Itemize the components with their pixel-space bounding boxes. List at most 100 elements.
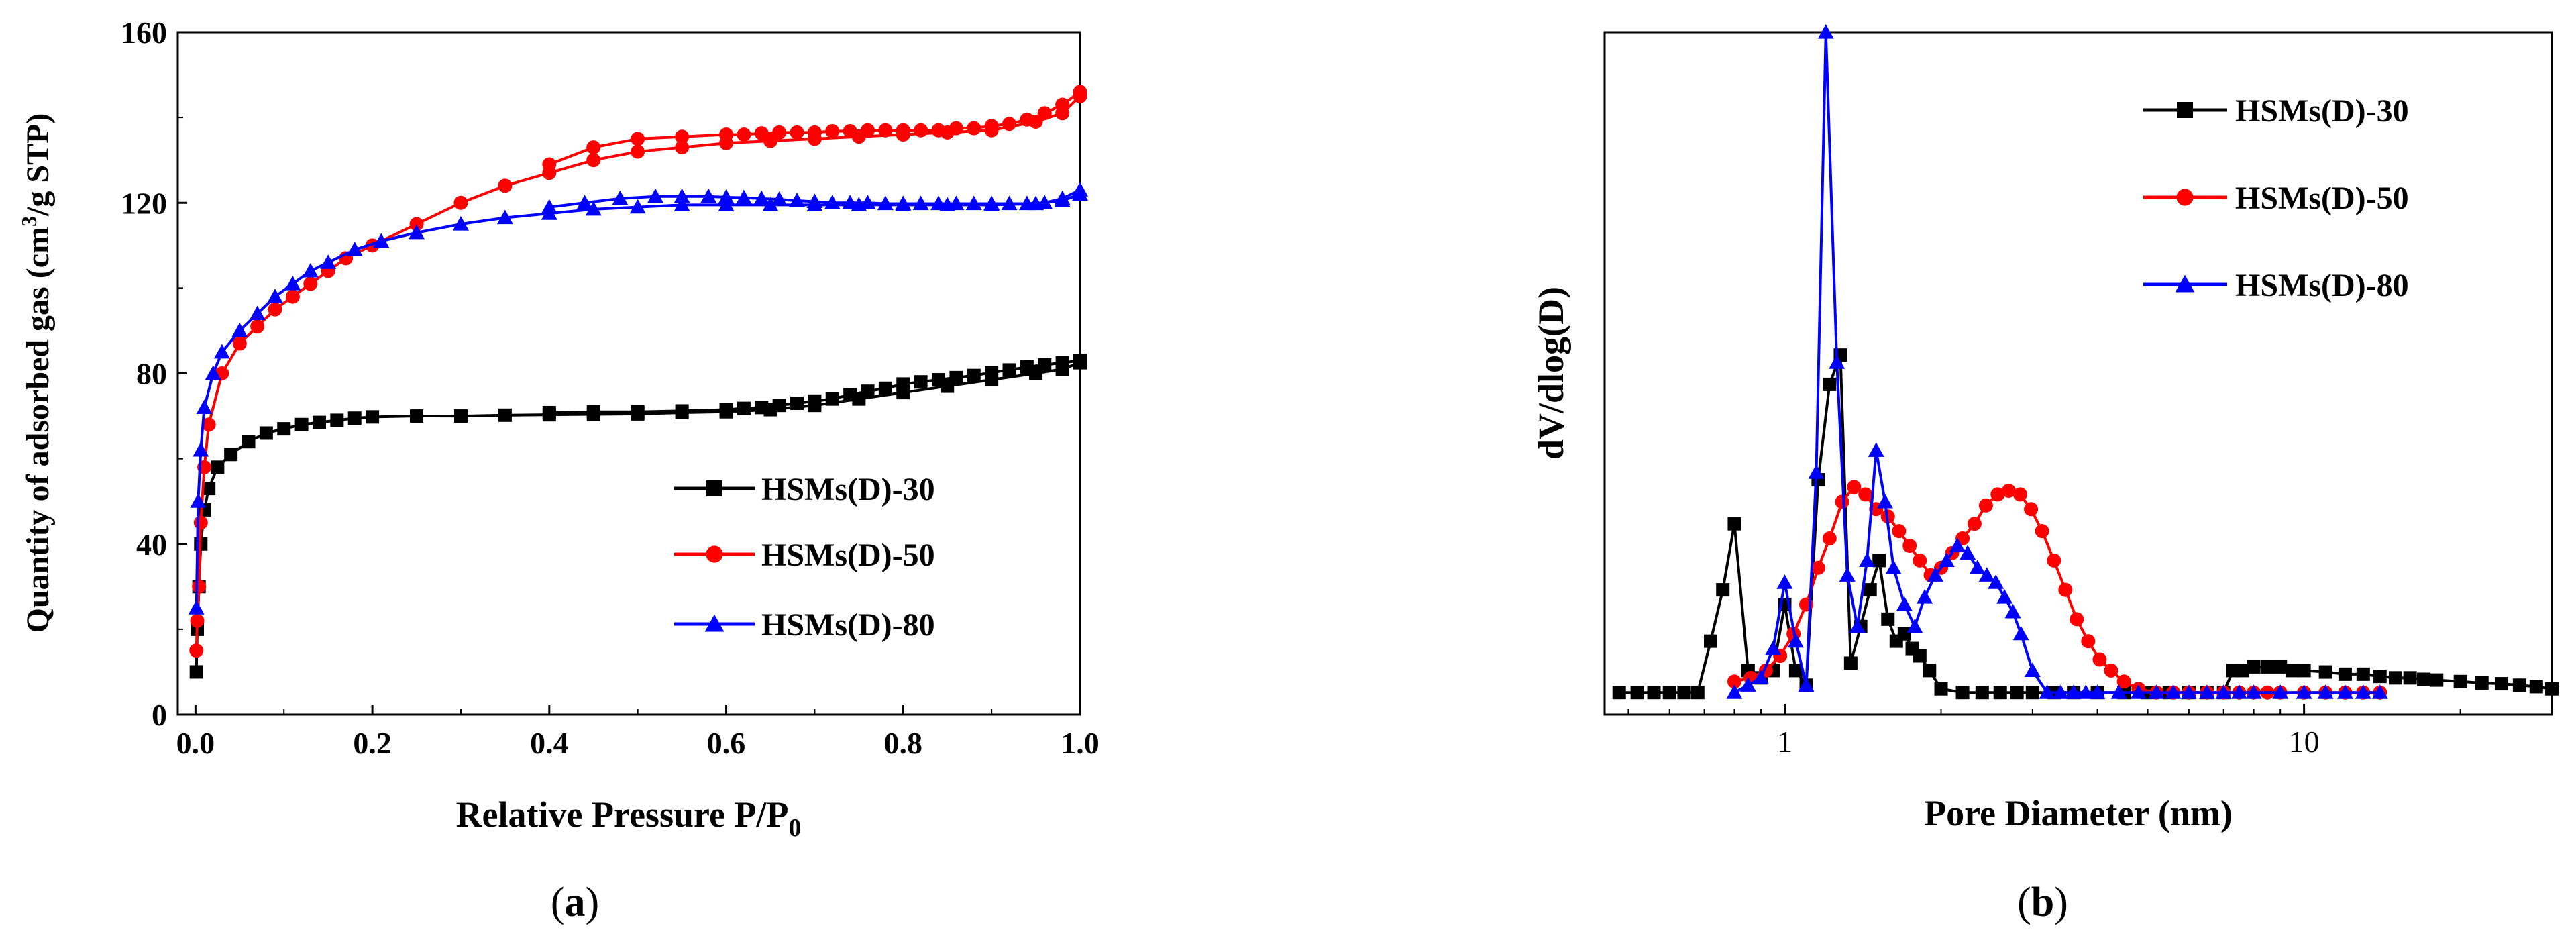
b-legend-entry: HSMs(D)-30	[2143, 93, 2409, 129]
a-data-point	[1001, 195, 1018, 211]
b-data-point	[1704, 634, 1718, 648]
a-data-point	[224, 448, 238, 462]
a-data-point	[631, 144, 645, 159]
b-data-point	[1988, 574, 2004, 589]
b-data-point	[1716, 583, 1730, 597]
a-data-point	[983, 195, 1000, 211]
b-data-point	[2453, 674, 2467, 688]
a-series-1	[189, 85, 1087, 658]
b-data-point	[1923, 664, 1937, 678]
a-data-point	[232, 336, 247, 351]
b-legend-entry: HSMs(D)-80	[2143, 268, 2409, 303]
a-data-point	[719, 127, 734, 142]
a-data-point	[188, 600, 205, 615]
a-data-point	[202, 482, 216, 496]
a-data-point	[931, 123, 946, 138]
panel-b-axes: 1 10	[1627, 704, 2553, 759]
panel-a-x-axis-label: Relative Pressure P/P0	[456, 794, 802, 842]
panel-b-frame	[1603, 31, 2553, 716]
b-data-point	[1896, 596, 1913, 611]
a-legend-label: HSMs(D)-50	[761, 537, 935, 573]
a-data-point	[753, 190, 770, 205]
b-data-point	[2545, 682, 2559, 696]
a-data-point	[806, 193, 823, 208]
a-data-point	[409, 224, 425, 240]
b-data-point	[2116, 674, 2131, 689]
b-data-point	[2475, 676, 2489, 690]
a-data-point	[542, 405, 556, 419]
b-data-point	[2058, 582, 2073, 597]
b-data-point	[1765, 640, 1782, 656]
a-data-point	[1072, 182, 1088, 197]
a-data-point	[859, 195, 876, 209]
a-data-point	[878, 381, 892, 395]
panel-a-chart: 0.0 0.2 0.4 0.6 0.8 1.0 0 40 80 120 160 HSMs(D)-30…	[17, 15, 1099, 925]
b-data-point	[2130, 684, 2147, 699]
a-data-point	[303, 276, 318, 291]
a-data-point	[948, 195, 965, 211]
b-x-tick-label: 1	[1777, 725, 1792, 759]
b-legend-label: HSMs(D)-80	[2235, 268, 2409, 303]
b-data-point	[2081, 634, 2096, 649]
a-data-point	[612, 190, 629, 205]
b-legend-label: HSMs(D)-50	[2235, 180, 2409, 216]
a-x-tick-label: 0.6	[707, 726, 746, 760]
a-data-point	[294, 417, 309, 431]
b-data-point	[2355, 684, 2371, 699]
a-data-point	[949, 370, 963, 384]
a-data-point	[498, 178, 513, 193]
b-data-point	[2286, 664, 2300, 678]
b-data-point	[1872, 554, 1886, 568]
b-x-tick-label: 10	[2289, 725, 2320, 759]
b-data-point	[2024, 662, 2041, 677]
a-data-point	[320, 254, 337, 269]
a-data-point	[576, 195, 593, 209]
a-data-point	[312, 415, 326, 429]
a-data-point	[896, 377, 910, 391]
a-data-point	[498, 408, 512, 422]
b-data-point	[2356, 667, 2370, 681]
a-data-point	[843, 388, 857, 402]
b-data-point	[1776, 574, 1793, 589]
a-data-point	[755, 401, 769, 415]
b-data-point	[1876, 493, 1893, 509]
a-legend-label: HSMs(D)-80	[761, 607, 935, 643]
b-data-point	[2272, 684, 2289, 699]
panel-a-legend: HSMs(D)-30 HSMs(D)-50 HSMs(D)-80	[674, 472, 935, 643]
b-data-point	[2025, 686, 2039, 700]
b-data-point	[2148, 684, 2165, 699]
b-data-point	[2297, 664, 2311, 678]
b-data-point	[1967, 517, 1982, 531]
a-data-point	[771, 191, 788, 206]
a-data-point	[205, 365, 221, 380]
a-data-point	[284, 276, 301, 291]
b-data-point	[1993, 686, 2007, 700]
a-data-point	[675, 140, 690, 155]
b-data-point	[1934, 682, 1948, 696]
a-y-tick-label: 0	[152, 698, 167, 732]
b-series-line	[1733, 31, 2380, 694]
b-data-point	[1835, 494, 1849, 509]
a-data-point	[896, 123, 910, 138]
b-legend-entry: HSMs(D)-50	[2143, 180, 2409, 216]
a-data-point	[196, 399, 213, 414]
a-data-point	[1002, 117, 1017, 132]
b-data-point	[1677, 686, 1691, 700]
b-data-point	[1949, 537, 1966, 553]
b-data-point	[1798, 677, 1815, 692]
b-data-point	[1811, 560, 1825, 575]
b-data-point	[1612, 686, 1626, 700]
b-data-point	[1839, 567, 1856, 582]
b-data-point	[2052, 684, 2069, 699]
panel-a-y-axis-label: Quantity of adsorbed gas (cm3/g STP)	[17, 113, 56, 633]
b-legend-marker	[2177, 102, 2193, 118]
b-data-point	[2247, 660, 2261, 674]
b-data-point	[2403, 671, 2417, 685]
a-data-point	[1037, 106, 1052, 121]
a-data-point	[267, 289, 284, 303]
b-data-point	[2512, 678, 2526, 692]
b-data-point	[1847, 480, 1862, 494]
b-data-point	[2039, 684, 2055, 699]
a-data-point	[824, 195, 841, 209]
